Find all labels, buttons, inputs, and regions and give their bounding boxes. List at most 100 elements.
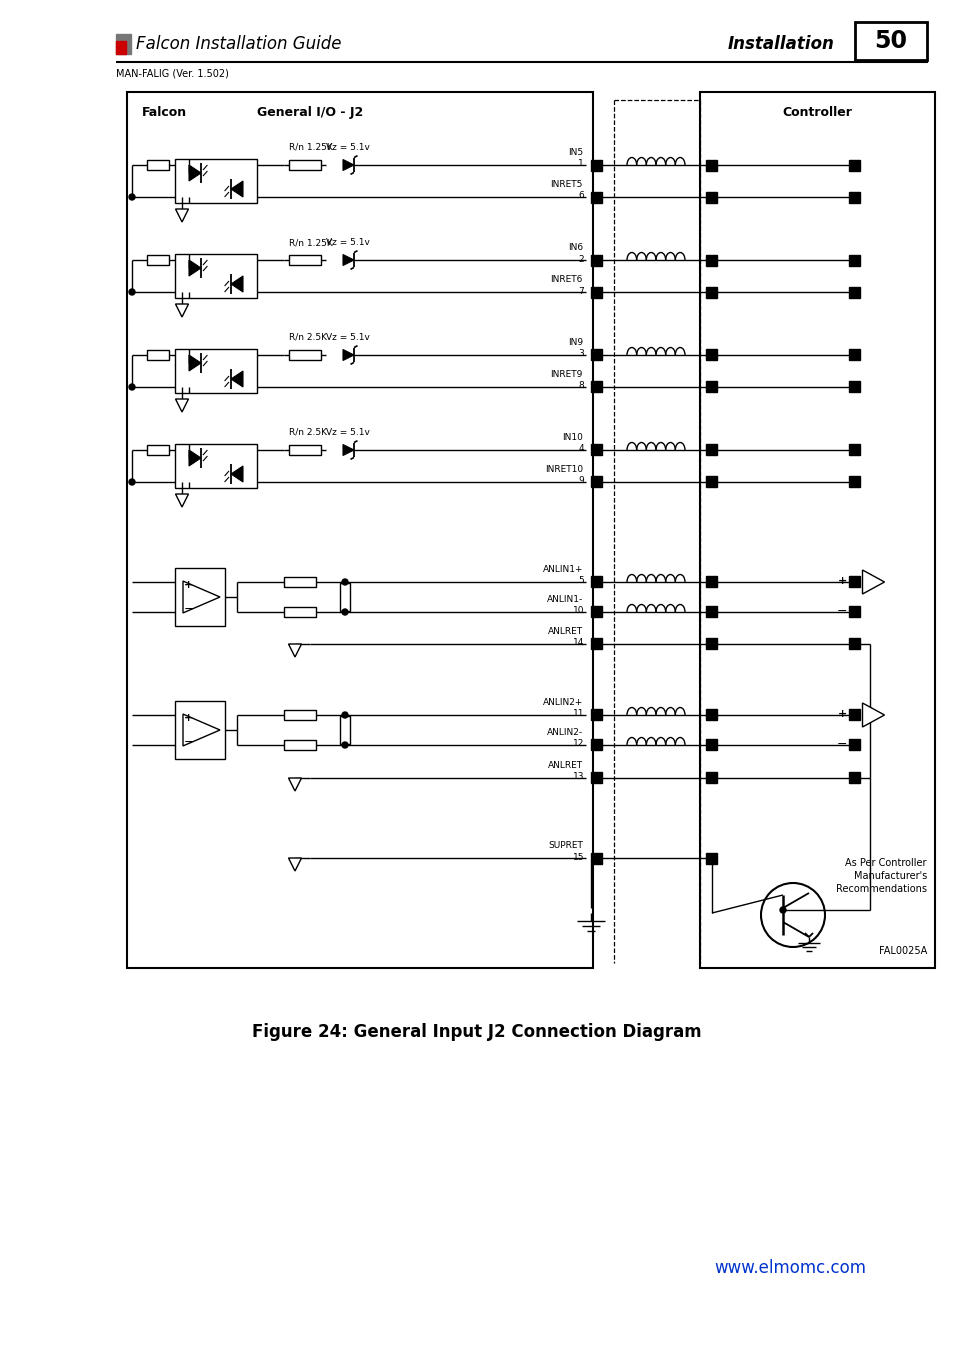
Polygon shape <box>189 355 201 371</box>
Text: Recommendations: Recommendations <box>835 884 926 894</box>
Bar <box>174 568 225 626</box>
Circle shape <box>851 775 858 782</box>
Bar <box>848 639 860 649</box>
Text: Controller: Controller <box>781 107 852 119</box>
Text: 13: 13 <box>572 772 583 782</box>
Circle shape <box>341 743 348 748</box>
Text: −: − <box>836 737 846 751</box>
Text: −: − <box>184 602 194 616</box>
Bar <box>289 255 320 265</box>
Text: ANLIN1-: ANLIN1- <box>546 595 582 603</box>
Text: 6: 6 <box>578 192 583 201</box>
Text: +: + <box>838 576 846 586</box>
Polygon shape <box>183 580 220 613</box>
Polygon shape <box>189 261 201 275</box>
Polygon shape <box>189 165 201 181</box>
Text: 5: 5 <box>578 576 583 586</box>
Circle shape <box>341 579 348 585</box>
Polygon shape <box>862 570 883 594</box>
Circle shape <box>129 383 135 390</box>
Bar <box>706 477 717 487</box>
Polygon shape <box>343 444 354 455</box>
Text: As Per Controller: As Per Controller <box>844 859 926 868</box>
Text: www.elmomc.com: www.elmomc.com <box>713 1260 865 1277</box>
Text: R/n 2.5K: R/n 2.5K <box>289 333 327 342</box>
Bar <box>848 710 860 721</box>
Bar <box>700 92 934 968</box>
Bar <box>591 772 602 783</box>
Bar <box>706 444 717 455</box>
Bar <box>848 606 860 617</box>
Text: INRET10: INRET10 <box>544 464 582 474</box>
Text: IN5: IN5 <box>567 148 582 157</box>
Text: Figure 24: General Input J2 Connection Diagram: Figure 24: General Input J2 Connection D… <box>252 1023 701 1041</box>
Bar <box>706 255 717 266</box>
Bar <box>591 159 602 170</box>
Bar <box>289 446 320 455</box>
Bar <box>848 192 860 202</box>
Bar <box>848 255 860 266</box>
Polygon shape <box>862 703 883 728</box>
Polygon shape <box>175 304 189 317</box>
Text: 12: 12 <box>572 740 583 748</box>
Bar <box>289 161 320 170</box>
Text: +: + <box>184 713 193 724</box>
Text: Vz = 5.1v: Vz = 5.1v <box>326 428 370 437</box>
Text: +: + <box>838 709 846 720</box>
Text: Vz = 5.1v: Vz = 5.1v <box>326 143 370 153</box>
Bar <box>147 350 169 360</box>
Bar <box>284 576 315 587</box>
Text: R/n 1.25K: R/n 1.25K <box>289 238 333 247</box>
Text: Falcon Installation Guide: Falcon Installation Guide <box>136 35 341 53</box>
Text: INRET9: INRET9 <box>550 370 582 379</box>
Bar <box>339 583 350 612</box>
Bar <box>147 161 169 170</box>
Text: Manufacturer's: Manufacturer's <box>853 871 926 882</box>
Bar <box>591 639 602 649</box>
Text: Vz = 5.1v: Vz = 5.1v <box>326 333 370 342</box>
Text: 7: 7 <box>578 286 583 296</box>
Text: −: − <box>184 736 194 748</box>
Bar <box>706 740 717 751</box>
Text: +: + <box>184 580 193 590</box>
Text: FAL0025A: FAL0025A <box>878 946 926 956</box>
Circle shape <box>780 907 785 913</box>
Polygon shape <box>231 371 243 387</box>
Polygon shape <box>343 255 354 266</box>
Bar <box>591 286 602 297</box>
Text: ANLRET: ANLRET <box>547 761 582 770</box>
Text: 4: 4 <box>578 444 583 454</box>
Bar <box>848 350 860 360</box>
Bar <box>591 606 602 617</box>
Circle shape <box>760 883 824 946</box>
Bar <box>174 350 256 393</box>
Text: R/n 1.25K: R/n 1.25K <box>289 143 333 153</box>
Bar <box>116 40 126 54</box>
Text: 50: 50 <box>874 28 906 53</box>
Polygon shape <box>231 275 243 292</box>
Bar <box>854 22 926 59</box>
Bar <box>706 576 717 587</box>
Bar <box>706 192 717 202</box>
Bar <box>706 350 717 360</box>
Bar <box>591 576 602 587</box>
Text: −: − <box>836 605 846 617</box>
Polygon shape <box>183 714 220 747</box>
Text: INRET6: INRET6 <box>550 275 582 284</box>
Text: IN9: IN9 <box>567 338 582 347</box>
Polygon shape <box>288 778 301 791</box>
Bar <box>174 254 256 298</box>
Circle shape <box>341 711 348 718</box>
Text: 10: 10 <box>572 606 583 616</box>
Bar <box>706 382 717 393</box>
Text: 15: 15 <box>572 852 583 861</box>
Bar <box>127 92 593 968</box>
Polygon shape <box>175 209 189 221</box>
Text: 14: 14 <box>572 639 583 648</box>
Text: ANLIN2+: ANLIN2+ <box>542 698 582 707</box>
Circle shape <box>851 640 858 648</box>
Text: ANLIN2-: ANLIN2- <box>546 728 582 737</box>
Bar <box>591 710 602 721</box>
Bar <box>706 606 717 617</box>
Text: ANLIN1+: ANLIN1+ <box>542 566 582 574</box>
